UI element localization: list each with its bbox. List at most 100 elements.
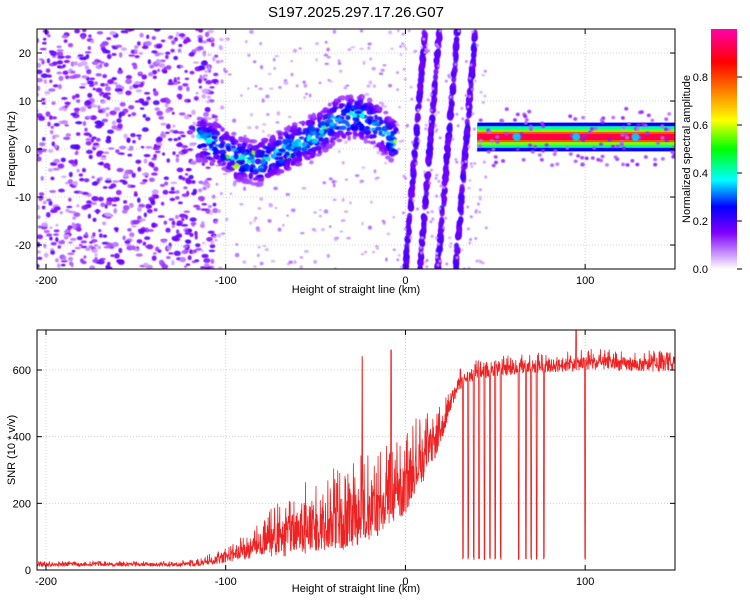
noise-speck bbox=[181, 250, 188, 255]
noise-speck bbox=[172, 124, 176, 128]
noise-speck bbox=[204, 70, 209, 73]
faint-speck bbox=[484, 175, 488, 179]
trace-blob bbox=[284, 161, 289, 168]
trace-blob bbox=[316, 116, 323, 121]
noise-speck bbox=[167, 137, 173, 142]
faint-speck bbox=[337, 150, 341, 154]
faint-speck bbox=[382, 64, 387, 67]
faint-speck bbox=[475, 43, 479, 47]
noise-speck bbox=[176, 223, 182, 226]
spectrogram-x-ticks: -200 -100 0 100 bbox=[35, 29, 594, 287]
noise-speck bbox=[160, 122, 168, 126]
trace-blob bbox=[211, 135, 218, 140]
diagonal-stripe bbox=[433, 73, 439, 81]
faint-speck bbox=[483, 94, 487, 98]
noise-speck bbox=[111, 241, 119, 248]
faint-speck bbox=[207, 53, 212, 56]
noise-speck bbox=[102, 234, 108, 238]
noise-speck bbox=[165, 123, 171, 130]
faint-speck bbox=[210, 240, 215, 245]
noise-speck bbox=[212, 202, 217, 207]
faint-speck bbox=[396, 131, 400, 135]
noise-speck bbox=[185, 263, 191, 266]
trace-blob bbox=[288, 138, 294, 142]
faint-speck bbox=[429, 92, 433, 96]
faint-speck bbox=[243, 134, 247, 138]
faint-speck bbox=[204, 116, 208, 119]
noise-speck bbox=[185, 168, 192, 172]
faint-speck bbox=[247, 125, 252, 130]
faint-speck bbox=[214, 238, 218, 242]
noise-speck bbox=[53, 233, 59, 236]
faint-speck bbox=[359, 29, 364, 33]
noise-speck bbox=[80, 83, 88, 86]
noise-speck bbox=[84, 127, 88, 132]
diagonal-stripe bbox=[454, 36, 460, 44]
faint-speck bbox=[468, 241, 472, 245]
noise-speck bbox=[165, 51, 171, 55]
noise-speck bbox=[117, 123, 123, 129]
trace-blob bbox=[241, 146, 245, 153]
noise-speck bbox=[153, 90, 159, 97]
noise-speck bbox=[160, 98, 167, 103]
noise-speck bbox=[171, 39, 176, 45]
noise-speck bbox=[57, 83, 62, 90]
noise-speck bbox=[177, 85, 183, 91]
noise-speck bbox=[74, 29, 81, 34]
noise-speck bbox=[145, 116, 151, 122]
faint-speck bbox=[374, 245, 379, 248]
noise-speck bbox=[100, 202, 106, 208]
faint-speck bbox=[437, 64, 441, 68]
diagonal-stripe bbox=[421, 29, 427, 37]
noise-speck bbox=[37, 204, 41, 210]
colorbar-gradient bbox=[711, 29, 737, 269]
diagonal-stripe bbox=[432, 80, 438, 88]
faint-speck bbox=[426, 211, 430, 215]
noise-speck bbox=[145, 146, 153, 149]
noise-speck bbox=[129, 85, 133, 90]
noise-speck bbox=[67, 42, 74, 48]
snr-line bbox=[37, 330, 675, 568]
trace-blob bbox=[380, 140, 385, 146]
snr-x-ticks: -200 -100 0 100 bbox=[35, 330, 594, 588]
noise-speck bbox=[151, 50, 158, 54]
faint-speck bbox=[445, 262, 449, 266]
noise-speck bbox=[142, 172, 150, 177]
trace-blob bbox=[291, 130, 298, 134]
faint-speck bbox=[261, 123, 267, 126]
carrier-halo bbox=[495, 140, 500, 144]
noise-speck bbox=[112, 180, 120, 183]
faint-speck bbox=[304, 92, 309, 96]
trace-blob bbox=[212, 159, 216, 163]
trace-blob bbox=[271, 164, 278, 170]
noise-speck bbox=[184, 39, 192, 43]
faint-speck bbox=[347, 48, 352, 52]
carrier-halo bbox=[625, 135, 630, 140]
diagonal-stripe bbox=[435, 52, 441, 60]
noise-speck bbox=[128, 29, 135, 32]
faint-speck bbox=[309, 160, 314, 165]
snr-y-ticks: 0 200 400 600 bbox=[13, 365, 675, 577]
diagonal-stripe bbox=[426, 142, 432, 150]
diagonal-stripe bbox=[443, 174, 449, 182]
carrier-halo bbox=[515, 147, 520, 151]
noise-speck bbox=[186, 129, 194, 135]
faint-speck bbox=[399, 45, 403, 49]
faint-speck bbox=[364, 92, 370, 97]
noise-speck bbox=[209, 244, 216, 249]
trace-blob bbox=[214, 123, 221, 128]
noise-speck bbox=[78, 190, 84, 194]
noise-speck bbox=[80, 240, 88, 244]
carrier-halo bbox=[581, 138, 586, 142]
noise-speck bbox=[61, 175, 67, 178]
noise-speck bbox=[179, 256, 187, 263]
carrier-halo bbox=[573, 159, 578, 164]
faint-speck bbox=[243, 186, 247, 191]
diagonal-stripe bbox=[449, 100, 455, 108]
noise-speck bbox=[43, 79, 48, 84]
faint-speck bbox=[396, 29, 400, 33]
faint-speck bbox=[474, 210, 478, 214]
noise-speck bbox=[178, 175, 183, 180]
noise-speck bbox=[83, 132, 91, 136]
